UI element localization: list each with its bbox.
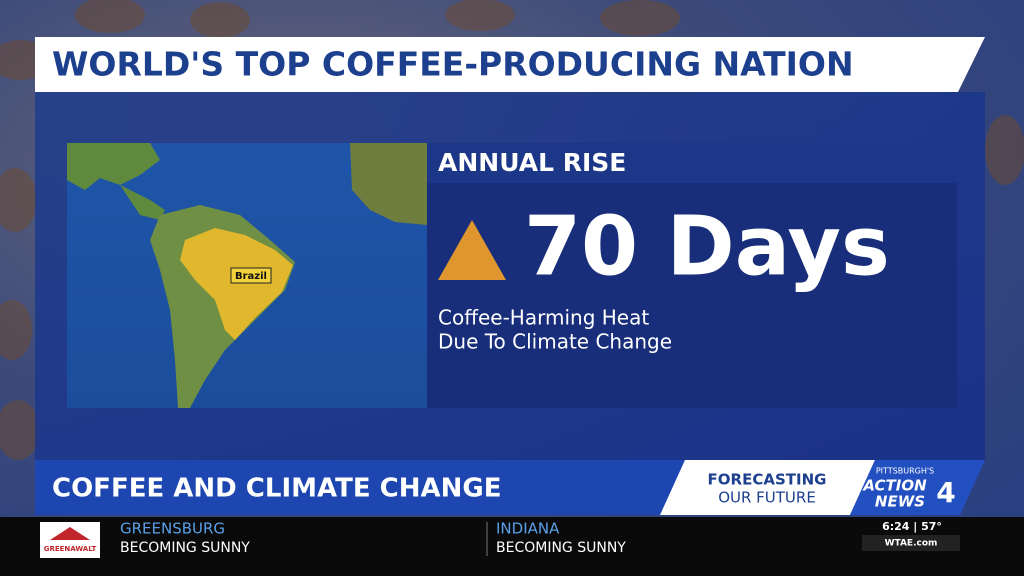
station-text: ACTION <box>862 477 927 495</box>
station-text: PITTSBURGH'S <box>876 467 934 476</box>
ticker-place: INDIANA <box>496 520 560 538</box>
station-text: 4 <box>936 476 955 509</box>
segment-bug <box>660 460 875 515</box>
stat-value: 70 Days <box>524 199 890 294</box>
stat-header <box>427 143 957 183</box>
ticker-place: GREENSBURG <box>120 520 225 538</box>
title: WORLD'S TOP COFFEE-PRODUCING NATION <box>52 45 854 84</box>
rise-triangle <box>438 220 506 280</box>
ticker-forecast: BECOMING SUNNY <box>120 540 250 556</box>
stat-caption: Due To Climate Change <box>438 330 672 354</box>
coffee-beans <box>0 0 1024 460</box>
map: Brazil <box>67 143 427 408</box>
ticker <box>0 517 1024 576</box>
site-box <box>862 535 960 551</box>
lower-third <box>35 460 695 515</box>
station-logo <box>850 460 985 515</box>
stat-panel <box>427 143 957 408</box>
station-text: NEWS <box>875 493 925 511</box>
stat-heading: ANNUAL RISE <box>438 148 626 177</box>
site: WTAE.com <box>885 539 938 549</box>
time-temp: 6:24 | 57° <box>882 520 942 533</box>
sponsor: GREENAWALT <box>44 545 97 553</box>
segment-title: OUR FUTURE <box>718 489 816 507</box>
title-bar <box>35 37 985 92</box>
lower-third-title: COFFEE AND CLIMATE CHANGE <box>52 474 501 504</box>
map-label: Brazil <box>235 271 267 282</box>
stat-caption: Coffee-Harming Heat <box>438 306 649 330</box>
ticker-forecast: BECOMING SUNNY <box>496 540 626 556</box>
segment-title: FORECASTING <box>708 471 827 489</box>
